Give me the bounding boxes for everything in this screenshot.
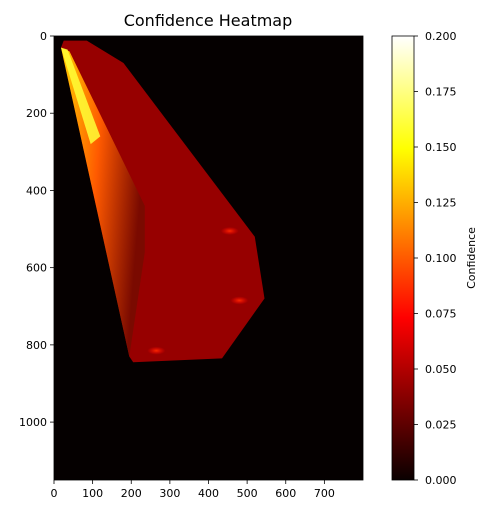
plot-area bbox=[54, 36, 363, 480]
x-tick-label: 300 bbox=[159, 487, 180, 500]
colorbar-tick-label: 0.125 bbox=[425, 197, 457, 210]
y-axis: 0 200 400 600 800 1000 bbox=[19, 30, 54, 429]
heatmap-hotspot bbox=[147, 347, 165, 355]
colorbar-tick-label: 0.025 bbox=[425, 419, 457, 432]
colorbar-tick-label: 0.000 bbox=[425, 474, 457, 487]
colorbar-tick-label: 0.200 bbox=[425, 30, 457, 43]
colorbar-label: Confidence bbox=[465, 227, 478, 289]
colorbar-tick-label: 0.075 bbox=[425, 308, 457, 321]
y-tick-label: 200 bbox=[26, 107, 47, 120]
x-tick-label: 700 bbox=[314, 487, 335, 500]
x-tick-label: 500 bbox=[237, 487, 258, 500]
chart-title: Confidence Heatmap bbox=[124, 11, 293, 30]
x-tick-label: 200 bbox=[121, 487, 142, 500]
y-tick-label: 400 bbox=[26, 184, 47, 197]
y-tick-label: 800 bbox=[26, 339, 47, 352]
y-tick-label: 0 bbox=[40, 30, 47, 43]
heatmap-hotspot bbox=[230, 296, 248, 304]
colorbar-tick-label: 0.100 bbox=[425, 252, 457, 265]
colorbar-tick-label: 0.050 bbox=[425, 363, 457, 376]
colorbar bbox=[392, 36, 414, 480]
colorbar-tick-label: 0.175 bbox=[425, 86, 457, 99]
y-tick-label: 600 bbox=[26, 262, 47, 275]
heatmap-hotspot bbox=[221, 227, 239, 235]
x-axis: 0 100 200 300 400 500 600 700 bbox=[51, 480, 335, 500]
colorbar-tick-label: 0.150 bbox=[425, 141, 457, 154]
x-tick-label: 0 bbox=[51, 487, 58, 500]
y-tick-label: 1000 bbox=[19, 416, 47, 429]
x-tick-label: 600 bbox=[275, 487, 296, 500]
x-tick-label: 100 bbox=[82, 487, 103, 500]
x-tick-label: 400 bbox=[198, 487, 219, 500]
colorbar-axis: 0.000 0.025 0.050 0.075 0.100 0.125 0.150 0.175… bbox=[414, 30, 457, 487]
